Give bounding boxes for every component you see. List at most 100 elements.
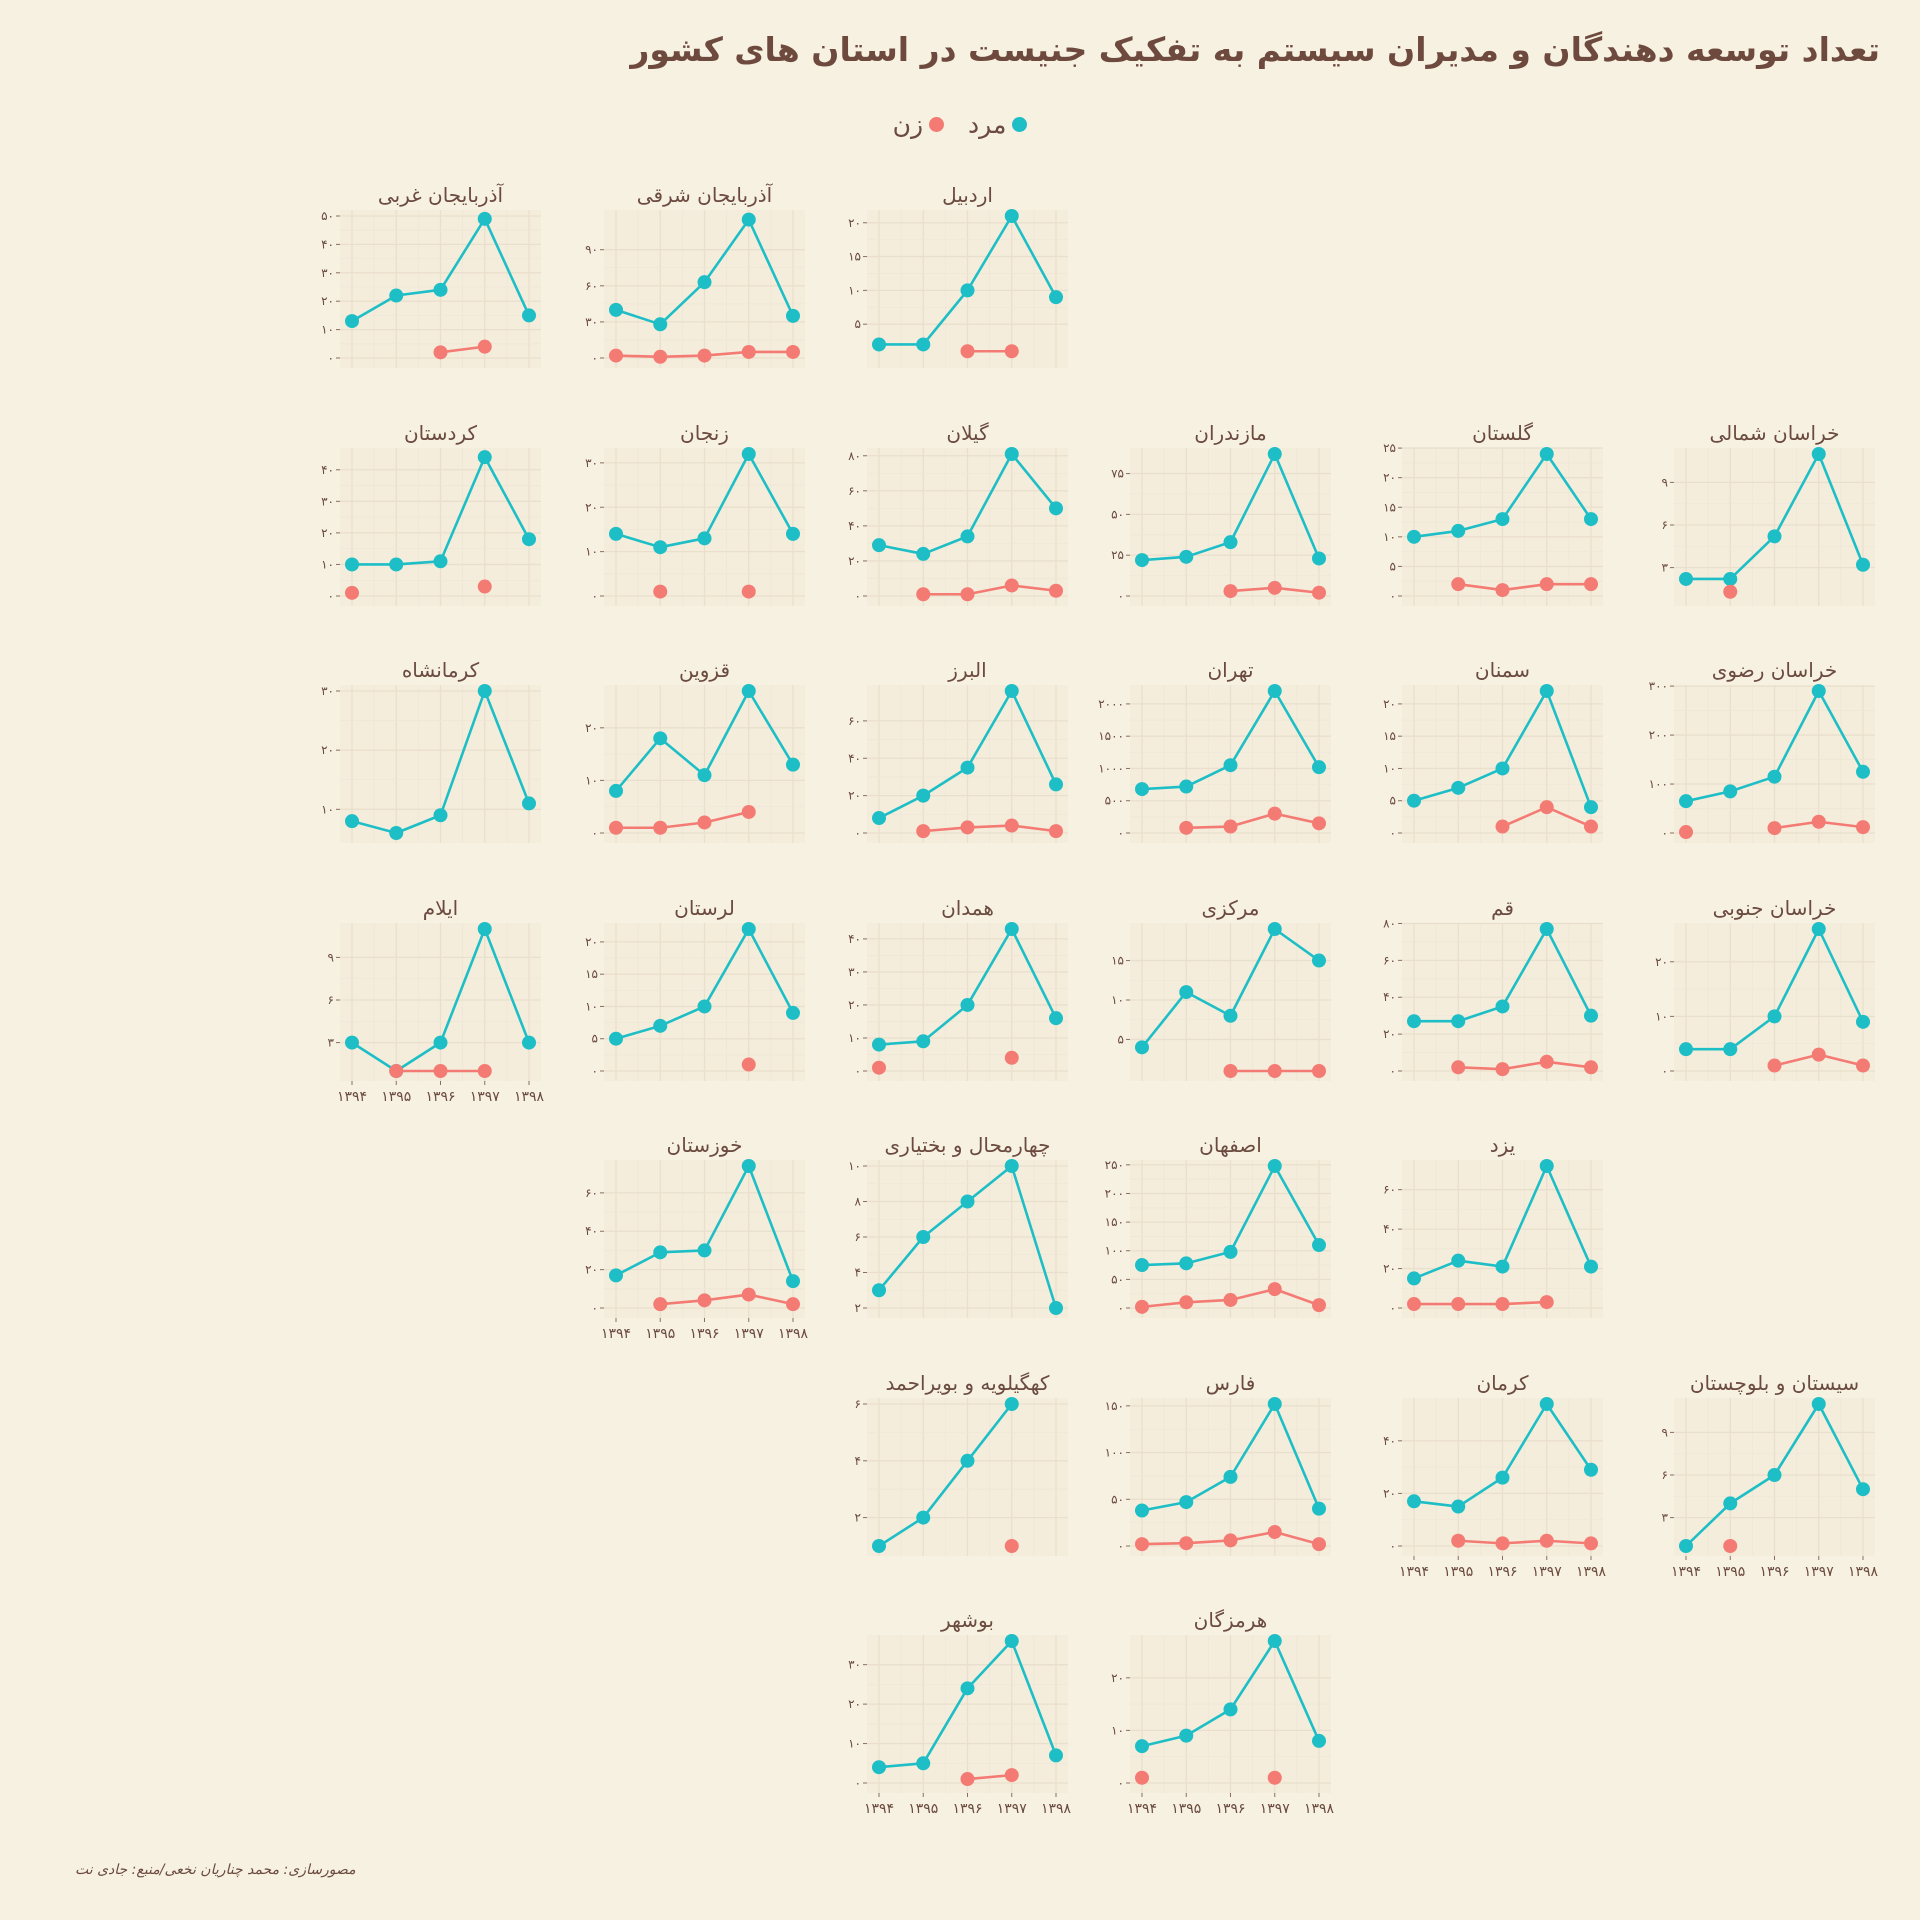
female-data-point xyxy=(1223,1533,1238,1548)
male-data-point xyxy=(1049,1301,1063,1315)
male-data-point xyxy=(1223,1469,1238,1484)
y-tick-label: ۴۰ xyxy=(848,932,861,946)
legend-item-male[interactable]: مرد xyxy=(968,110,1028,139)
female-data-point xyxy=(741,344,756,359)
chart-panel: ۲ ۴ ۶ کهگیلویه و بویراحمد xyxy=(855,1371,1068,1556)
female-data-point xyxy=(1451,1060,1466,1075)
y-tick-label: ۹ xyxy=(1662,475,1668,489)
y-tick-label: ۰ xyxy=(1390,1301,1396,1315)
chart-panel: ۰ ۲۰ ۴۰ ۶۰ ۸۰ قم xyxy=(1383,896,1603,1081)
male-data-point xyxy=(1723,784,1738,799)
y-tick-label: ۲ xyxy=(855,1301,861,1315)
female-data-point xyxy=(1004,578,1019,593)
panel-title: کردستان xyxy=(404,421,478,445)
panel-title: تهران xyxy=(1207,658,1253,682)
male-data-point xyxy=(653,1018,668,1033)
panel-title: ایلام xyxy=(423,896,458,920)
y-tick-label: ۰ xyxy=(592,1301,598,1315)
male-data-point xyxy=(960,1194,975,1209)
y-tick-label: ۴۰ xyxy=(1383,1222,1396,1236)
male-data-point xyxy=(1495,1470,1510,1485)
male-data-point xyxy=(916,1756,931,1771)
y-tick-label: ۲۰ xyxy=(1383,1262,1396,1276)
female-data-point xyxy=(1223,1064,1238,1078)
y-tick-label: ۲۰ xyxy=(321,743,334,757)
y-tick-label: ۸۰ xyxy=(1383,916,1396,930)
female-data-point xyxy=(653,349,668,364)
y-tick-label: ۳۰ xyxy=(848,965,861,979)
female-data-point xyxy=(1539,577,1554,592)
male-data-point xyxy=(345,814,359,829)
panel-title: آذربایجان شرقی xyxy=(637,182,774,207)
male-data-point xyxy=(609,1031,623,1046)
y-tick-label: ۱۰ xyxy=(585,999,598,1013)
female-data-point xyxy=(1679,825,1693,840)
male-data-point xyxy=(786,1005,800,1020)
male-data-point xyxy=(1495,761,1510,776)
male-data-point xyxy=(1267,922,1282,936)
panel-title: اردبیل xyxy=(942,183,993,207)
female-data-point xyxy=(916,824,931,839)
chart-panel: ۰ ۲۰ ۴۰ ۶۰ البرز xyxy=(848,658,1068,843)
x-tick-label: ۱۳۹۴ xyxy=(1127,1801,1157,1817)
male-data-point xyxy=(389,826,404,840)
y-tick-label: ۱۵۰ xyxy=(1105,1215,1124,1229)
male-data-point xyxy=(1856,1482,1870,1497)
y-tick-label: ۲۰ xyxy=(321,526,334,540)
female-data-point xyxy=(1049,583,1063,598)
x-tick-label: ۱۳۹۷ xyxy=(1260,1801,1291,1817)
male-data-point xyxy=(1223,1702,1238,1717)
male-data-point xyxy=(1679,1042,1693,1057)
male-data-point xyxy=(741,1159,756,1173)
y-tick-label: ۱۵۰ xyxy=(1105,1399,1124,1413)
male-data-point xyxy=(872,1283,886,1298)
y-tick-label: ۰ xyxy=(855,589,861,603)
female-series-line xyxy=(1458,1539,1592,1545)
female-data-point xyxy=(1049,824,1063,839)
panel-title: آذربایجان غربی xyxy=(378,182,505,207)
y-tick-label: ۲۰ xyxy=(1383,697,1396,711)
panel-title: قزوین xyxy=(679,658,730,682)
y-tick-label: ۳۰ xyxy=(321,266,334,280)
x-tick-label: ۱۳۹۶ xyxy=(1215,1801,1245,1817)
y-tick-label: ۱۰ xyxy=(1383,761,1396,775)
male-data-point xyxy=(477,922,492,936)
panel-title: خوزستان xyxy=(667,1133,743,1157)
y-tick-label: ۰ xyxy=(1118,589,1124,603)
female-data-point xyxy=(1267,580,1282,595)
male-data-point xyxy=(1135,1258,1149,1273)
female-data-point xyxy=(433,1064,448,1078)
male-data-point xyxy=(916,337,931,352)
male-data-point xyxy=(1312,1501,1326,1516)
male-data-point xyxy=(1539,447,1554,461)
y-tick-label: ۴۰ xyxy=(1383,990,1396,1004)
male-data-point xyxy=(1811,684,1826,698)
chart-panel: ۰ ۱۰ ۲۰ ۳۰ زنجان xyxy=(585,421,805,606)
female-data-point xyxy=(477,339,492,354)
male-data-point xyxy=(477,211,492,226)
y-tick-label: ۰ xyxy=(1118,826,1124,840)
female-data-point xyxy=(1495,1062,1510,1077)
female-data-point xyxy=(960,344,975,359)
male-data-point xyxy=(960,1681,975,1696)
chart-panel: ۱۰ ۲۰ ۳۰ کرمانشاه xyxy=(321,658,541,843)
legend-item-female[interactable]: زن xyxy=(893,110,945,139)
legend: مرد زن xyxy=(0,110,1920,139)
male-data-point xyxy=(1451,780,1466,795)
x-tick-label: ۱۳۹۵ xyxy=(908,1801,938,1817)
male-data-point xyxy=(433,282,448,297)
x-tick-label: ۱۳۹۸ xyxy=(1041,1801,1072,1817)
female-data-point xyxy=(1856,820,1870,835)
male-data-point xyxy=(916,1034,931,1049)
male-data-point xyxy=(1811,922,1826,936)
female-data-point xyxy=(433,345,448,360)
panel-title: گلستان xyxy=(1472,421,1533,445)
female-data-point xyxy=(1004,344,1019,359)
x-tick-label: ۱۳۹۴ xyxy=(864,1801,894,1817)
female-series-line xyxy=(1458,1060,1592,1071)
chart-panel: ۰ ۳۰ ۶۰ ۹۰ آذربایجان شرقی xyxy=(585,182,805,368)
male-data-point xyxy=(1539,1397,1554,1411)
x-tick-label: ۱۳۹۵ xyxy=(1171,1801,1201,1817)
male-data-point xyxy=(1049,1011,1063,1026)
female-data-point xyxy=(741,804,756,819)
